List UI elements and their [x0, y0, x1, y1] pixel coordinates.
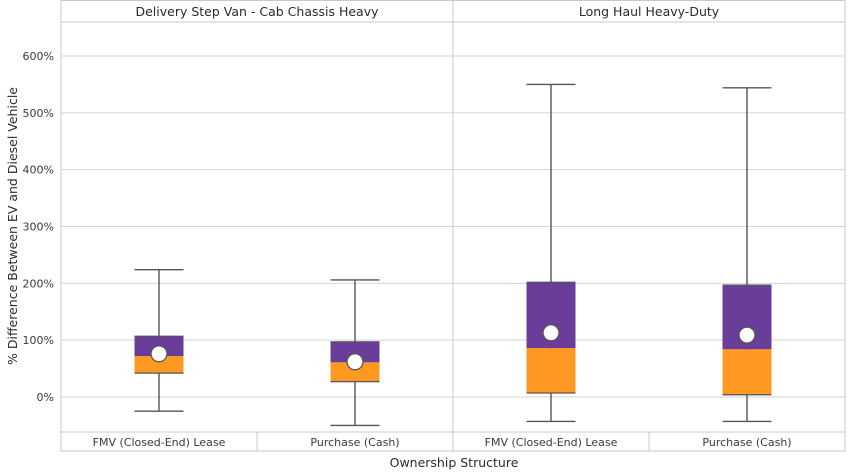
box-lower	[722, 349, 772, 395]
mean-marker	[542, 324, 560, 342]
y-tick-label: 400%	[23, 164, 54, 177]
x-tick-label: Purchase (Cash)	[702, 436, 791, 449]
box-lower	[330, 362, 380, 382]
x-tick-label: FMV (Closed-End) Lease	[485, 436, 618, 449]
mean-marker	[150, 345, 168, 363]
box-lower	[134, 356, 184, 374]
x-tick-label: Purchase (Cash)	[310, 436, 399, 449]
x-axis-title: Ownership Structure	[390, 455, 519, 470]
y-tick-label: 200%	[23, 277, 54, 290]
box-upper	[330, 341, 380, 363]
y-tick-label: 600%	[23, 50, 54, 63]
y-tick-label: 300%	[23, 221, 54, 234]
y-axis-title: % Difference Between EV and Diesel Vehic…	[5, 87, 20, 365]
panel-title: Delivery Step Van - Cab Chassis Heavy	[135, 4, 379, 19]
y-tick-label: 100%	[23, 334, 54, 347]
mean-marker	[346, 353, 364, 371]
x-tick-label: FMV (Closed-End) Lease	[93, 436, 226, 449]
y-tick-label: 500%	[23, 107, 54, 120]
y-tick-label: 0%	[37, 391, 54, 404]
plot-area: 0% 100% 200% 300% 400% 500% 600% Delivery Step …	[23, 0, 846, 452]
panel-title: Long Haul Heavy-Duty	[579, 4, 720, 19]
box-lower	[526, 348, 576, 394]
mean-marker	[738, 326, 756, 344]
